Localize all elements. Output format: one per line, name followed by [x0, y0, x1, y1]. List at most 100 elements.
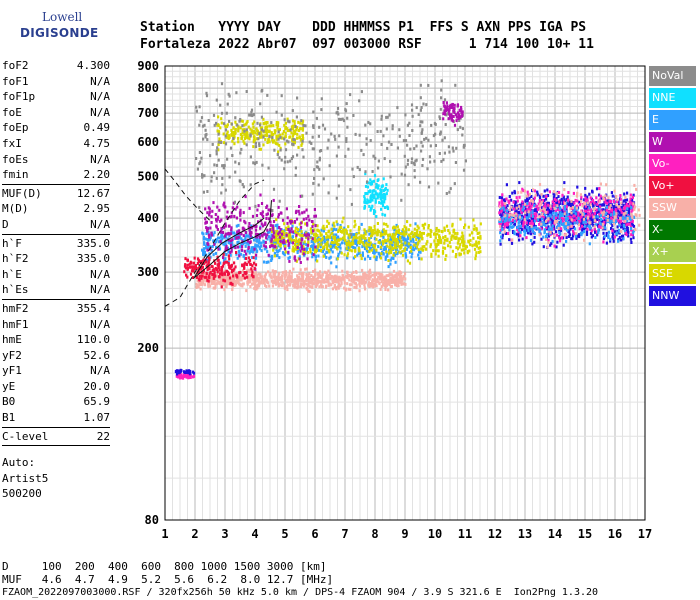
echo-point-vo- [535, 205, 538, 208]
echo-point-sse [378, 241, 381, 245]
echo-point-w [455, 115, 458, 119]
echo-point-vo- [553, 202, 556, 206]
echo-point-vo- [187, 374, 190, 378]
echo-point-noval [224, 128, 228, 132]
echo-point-vo- [186, 263, 189, 267]
echo-point-nnw [542, 194, 545, 198]
echo-point-e [216, 236, 220, 240]
echo-point-sse [344, 239, 347, 243]
echo-point-sse [284, 245, 287, 249]
echo-point-e [343, 226, 346, 230]
echo-point-vo- [540, 227, 543, 231]
echo-point-ssw [223, 277, 226, 281]
echo-point-sse [353, 236, 356, 240]
echo-point-sse [472, 227, 475, 231]
param-name: foEs [2, 152, 29, 166]
echo-point-noval [260, 128, 263, 132]
echo-point-vo- [191, 266, 194, 270]
echo-point-vo- [536, 207, 539, 211]
echo-point-e [404, 238, 407, 242]
echo-point-vo- [244, 257, 248, 260]
echo-point-nnw [501, 213, 504, 217]
echo-point-vo- [201, 261, 204, 265]
echo-point-w [277, 205, 280, 209]
echo-point-ssw [226, 281, 229, 285]
echo-point-w [227, 238, 230, 242]
echo-point-w [208, 235, 211, 239]
echo-point-nnw [599, 203, 602, 207]
echo-point-nnw [605, 231, 608, 235]
echo-point-ssw [393, 278, 396, 282]
echo-point-sse [274, 129, 277, 133]
echo-point-noval [203, 174, 206, 178]
echo-point-ssw [333, 285, 336, 289]
echo-point-nnw [180, 369, 183, 373]
echo-point-sse [243, 128, 246, 132]
echo-point-noval [256, 121, 259, 125]
echo-point-sse [270, 133, 273, 137]
echo-point-ssw [229, 278, 232, 282]
echo-point-vo- [197, 268, 200, 271]
echo-point-e [320, 228, 323, 232]
echo-point-e [298, 255, 301, 259]
echo-point-sse [217, 148, 220, 152]
echo-point-vo- [580, 195, 583, 199]
header-values-row: Fortaleza 2022 Abr07 097 003000 RSF 1 71… [140, 37, 594, 52]
echo-point-sse [304, 222, 307, 226]
echo-point-noval [462, 168, 466, 172]
echo-point-w [254, 228, 258, 232]
echo-point-sse [274, 233, 278, 237]
echo-point-sse [451, 222, 454, 226]
echo-point-sse [471, 244, 474, 248]
echo-point-nnw [188, 372, 192, 376]
echo-point-noval [454, 83, 457, 87]
echo-point-w [302, 217, 305, 221]
echo-point-sse [237, 140, 240, 144]
echo-point-ssw [234, 283, 237, 287]
echo-point-sse [282, 130, 285, 133]
echo-point-nnw [558, 221, 561, 224]
echo-point-vo- [526, 193, 530, 197]
echo-point-e [414, 242, 417, 246]
echo-point-noval [283, 118, 286, 122]
echo-point-ssw [222, 282, 226, 286]
echo-point-vo- [221, 273, 224, 277]
echo-point-ssw [252, 282, 255, 286]
echo-point-sse [281, 230, 284, 233]
echo-point-nnw [535, 210, 538, 214]
echo-point-sse [310, 230, 313, 234]
echo-point-sse [448, 240, 451, 244]
echo-point-ssw [266, 280, 269, 283]
echo-point-sse [313, 228, 316, 232]
echo-point-sse [244, 134, 247, 138]
echo-point-ssw [255, 285, 258, 289]
echo-point-nne [379, 192, 382, 196]
echo-point-sse [239, 126, 242, 130]
echo-point-noval [209, 154, 212, 158]
echo-point-e [385, 241, 388, 245]
echo-point-sse [350, 249, 353, 253]
echo-point-ssw [333, 275, 336, 279]
echo-point-noval [312, 110, 315, 114]
echo-point-sse [427, 226, 430, 230]
echo-point-w [226, 210, 229, 214]
echo-point-sse [314, 232, 318, 236]
echo-point-noval [406, 143, 409, 147]
echo-point-ssw [317, 274, 320, 278]
echo-point-sse [392, 238, 395, 242]
echo-point-noval [367, 120, 370, 124]
param-row: foF1p N/A [2, 89, 110, 105]
echo-point-e [212, 233, 215, 237]
echo-point-e [372, 251, 375, 254]
param-name: fxI [2, 136, 22, 150]
echo-point-sse [293, 141, 296, 145]
echo-point-nnw [581, 228, 584, 232]
echo-point-vo- [505, 211, 508, 215]
echo-point-nnw [586, 206, 589, 209]
echo-point-ssw [310, 278, 314, 281]
echo-point-noval [411, 129, 414, 132]
echo-point-ssw [319, 270, 322, 274]
echo-point-nnw [500, 215, 503, 219]
echo-point-vo- [542, 205, 545, 209]
